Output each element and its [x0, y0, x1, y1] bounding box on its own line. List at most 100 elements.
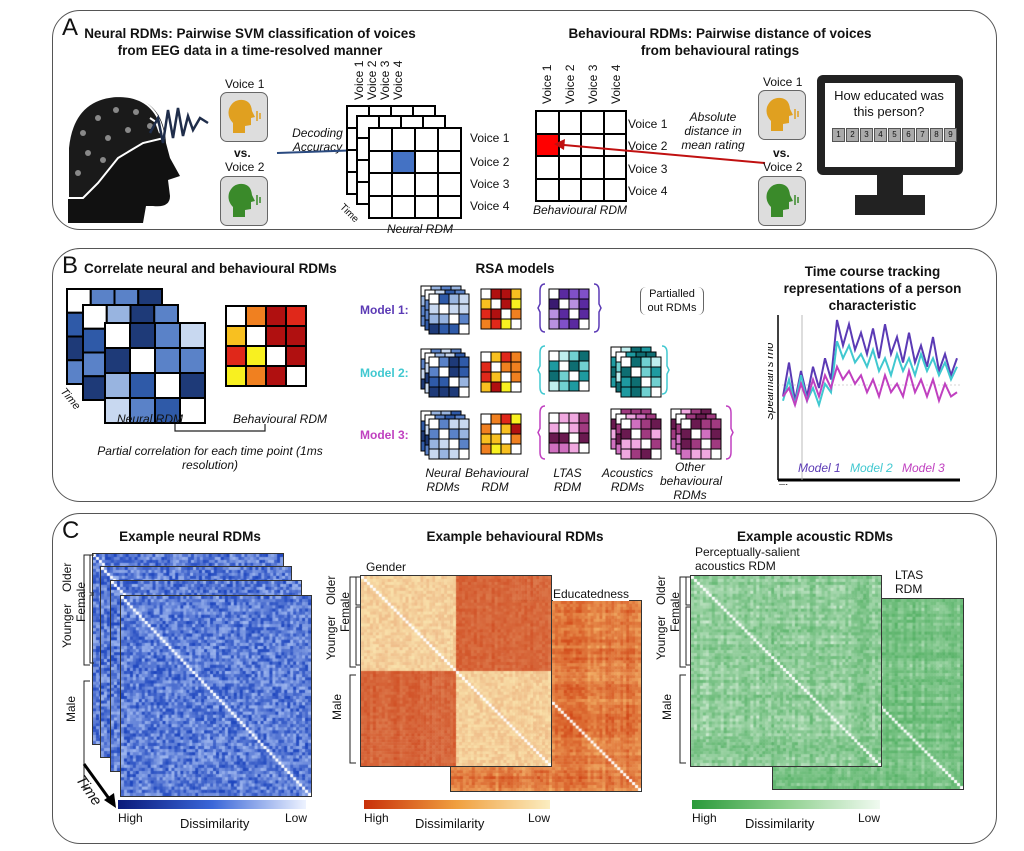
acoustics-rdm — [620, 418, 662, 460]
rdm-cell — [604, 179, 625, 200]
rating-option: 6 — [902, 128, 915, 142]
neural-rdm-label: Neural RDM — [386, 222, 453, 236]
rdm-cell — [370, 129, 391, 150]
perceptual-label: Perceptually-salient acoustics RDM — [695, 545, 800, 573]
behav-row-label: Voice 3 — [628, 162, 668, 176]
brace-icon — [537, 345, 546, 395]
neural-col-label: Voice 2 — [365, 60, 379, 100]
educatedness-label: Educatedness — [553, 587, 630, 601]
behav-colorbar — [364, 800, 550, 809]
panel-a — [52, 10, 997, 230]
neural-row-label: Voice 1 — [470, 131, 510, 145]
neural-rdms-title: Example neural RDMs — [119, 529, 261, 544]
panel-b-letter: B — [62, 252, 79, 279]
older-label: Older — [324, 575, 338, 605]
neural-row-label: Voice 3 — [470, 177, 510, 191]
voice2-label-right: Voice 2 — [763, 160, 803, 174]
panel-c — [52, 513, 997, 844]
gender-rdm — [360, 575, 552, 767]
rdm-cell — [604, 112, 625, 133]
rating-question: How educated was this person? — [834, 88, 944, 119]
absolute-distance-label: Absolute distance in mean rating — [681, 110, 745, 152]
brace-icon — [661, 345, 670, 395]
neural-mini-rdm — [428, 356, 470, 398]
dissimilarity-label: Dissimilarity — [415, 816, 485, 831]
rdm-cell — [439, 196, 460, 217]
rdm-cell — [537, 157, 558, 178]
neural-rdm-label: Neural RDM — [116, 412, 183, 426]
female-label: Female — [338, 591, 352, 632]
column-label-neural: Neural RDMs — [425, 466, 461, 494]
brace-icon — [537, 405, 546, 460]
gender-label: Gender — [366, 560, 407, 574]
rdm-cell — [439, 151, 460, 172]
behav-row-label: Voice 4 — [628, 184, 668, 198]
rdm-cell — [537, 179, 558, 200]
rdm-cell — [370, 196, 391, 217]
rating-option: 5 — [888, 128, 901, 142]
younger-label: Younger — [60, 603, 74, 648]
rdm-cell — [582, 134, 603, 155]
rating-option: 2 — [846, 128, 859, 142]
distance-arrow — [554, 139, 766, 164]
dissimilarity-label: Dissimilarity — [745, 816, 815, 831]
behav-row-label: Voice 2 — [628, 139, 668, 153]
brace-icon — [593, 283, 602, 333]
column-label-behavioural: Behavioural RDM — [465, 466, 529, 494]
column-label-acoustics: Acoustics RDMs — [601, 466, 654, 494]
rdm-cell — [537, 134, 558, 155]
legend-model-2: Model 2 — [850, 461, 893, 475]
behav-col-label: Voice 3 — [586, 64, 600, 104]
brace-icon — [537, 283, 546, 333]
column-label-ltas: LTAS RDM — [553, 466, 582, 494]
timecourse-title: Time course tracking representations of … — [783, 264, 962, 313]
high-label: High — [364, 811, 389, 825]
rdm-cell — [439, 129, 460, 150]
rdm-cell — [537, 112, 558, 133]
neural-row-label: Voice 2 — [470, 155, 510, 169]
low-label: Low — [285, 811, 308, 825]
male-label: Male — [660, 693, 674, 720]
female-label: Female — [668, 591, 682, 632]
behavioural-rdm-matrix — [225, 305, 307, 387]
series-line-model-3 — [782, 363, 958, 409]
ltas-rdm — [548, 412, 590, 454]
male-label: Male — [330, 693, 344, 720]
brace-icon — [725, 405, 734, 460]
neural-mini-rdm — [428, 293, 470, 335]
behavioural-rdm-label: Behavioural RDM — [232, 412, 328, 426]
timecourse-chart: Model 1 Model 2 Model 3 Spearman's rho Time — [768, 315, 960, 485]
high-label: High — [692, 811, 717, 825]
rdm-cell — [582, 112, 603, 133]
behavioural-mini-rdm — [480, 413, 522, 455]
behavioural-mini-rdm — [480, 351, 522, 393]
neural-rdm-example — [120, 595, 312, 797]
rdm-cell — [416, 129, 437, 150]
panel-a-letter: A — [62, 14, 79, 41]
voice2-speaker-icon — [758, 176, 806, 226]
ltas-rdm — [548, 350, 590, 392]
group-brackets-acoustic — [679, 576, 690, 764]
partial-correlation-label: Partial correlation for each time point … — [97, 444, 323, 472]
behav-col-label: Voice 4 — [609, 64, 623, 104]
low-label: Low — [858, 811, 881, 825]
rating-option: 3 — [860, 128, 873, 142]
column-label-other: Other behavioural RDMs — [660, 460, 723, 502]
neural-mini-rdm — [428, 418, 470, 460]
high-label: High — [118, 811, 143, 825]
acoustic-colorbar — [692, 800, 880, 809]
ltas-label: LTAS RDM — [895, 568, 924, 596]
younger-label: Younger — [654, 615, 668, 660]
legend-model-3: Model 3 — [902, 461, 945, 475]
panel-b — [52, 248, 997, 502]
panel-c-letter: C — [62, 517, 80, 544]
rdm-cell — [416, 151, 437, 172]
low-label: Low — [528, 811, 551, 825]
acoustic-rdms-title: Example acoustic RDMs — [736, 529, 894, 544]
behavioural-rdms-title: Example behavioural RDMs — [426, 529, 604, 544]
rdm-cell — [604, 157, 625, 178]
behav-col-label: Voice 2 — [563, 64, 577, 104]
time-arrow — [82, 763, 116, 808]
behavioural-mini-rdm — [480, 288, 522, 330]
model-1-label: Model 1: — [360, 303, 409, 317]
